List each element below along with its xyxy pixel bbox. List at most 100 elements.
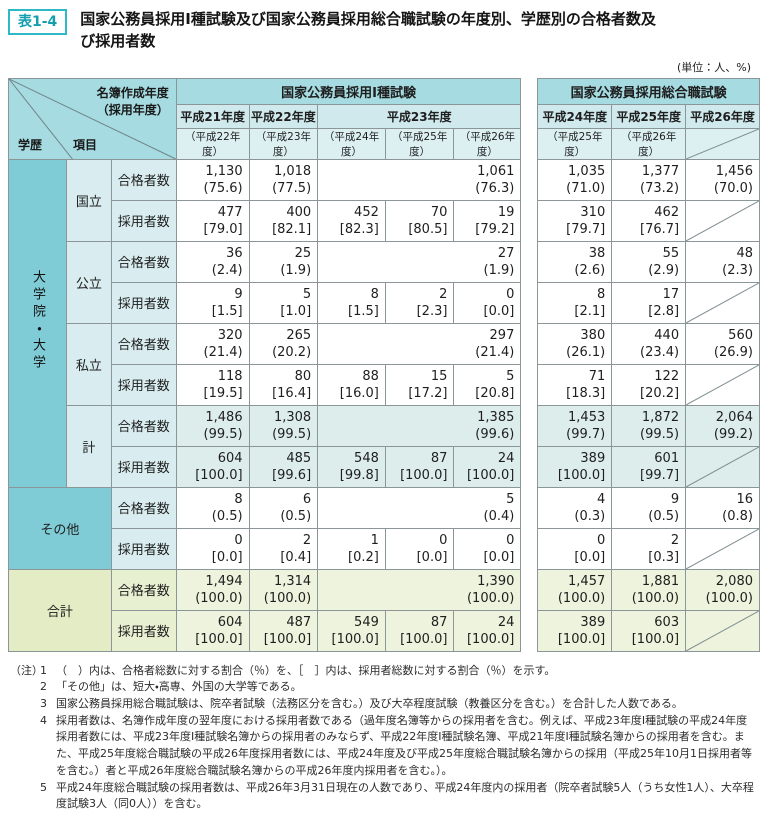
cell-percent: [100.0] — [263, 631, 312, 647]
table-row: 1,453 (99.7) 1,872 (99.5) 2,064 (99.2) — [537, 404, 760, 447]
cell-percent: [0.2] — [348, 549, 379, 565]
diagonal-slash — [686, 447, 759, 487]
cell-percent: [0.3] — [648, 549, 680, 565]
value-cell — [685, 199, 760, 242]
value-cell — [685, 609, 760, 652]
cell-percent: (21.4) — [475, 344, 515, 360]
cell-percent: [1.5] — [348, 303, 379, 319]
value-cell: 2,064 (99.2) — [685, 404, 760, 447]
cell-percent: (2.4) — [211, 262, 243, 278]
cell-percent: [16.0] — [339, 385, 379, 401]
cell-value: 440 — [654, 327, 680, 343]
cell-value: 80 — [294, 368, 312, 384]
cell-value: 1,486 — [205, 409, 243, 425]
value-cell: 2 [0.3] — [611, 527, 687, 570]
cell-percent: (23.4) — [640, 344, 680, 360]
cell-percent: [0.0] — [211, 549, 243, 565]
cell-value: 1,390 — [477, 573, 515, 589]
footnote: 2 「その他」は、短大・高専、外国の大学等である。 — [10, 679, 756, 696]
cell-percent: [76.7] — [640, 221, 680, 237]
footnote-number: 4 — [40, 713, 47, 727]
cell-percent: [0.4] — [280, 549, 312, 565]
cell-percent: (76.3) — [475, 180, 515, 196]
value-cell: 389 [100.0] — [537, 609, 613, 652]
table-row: 計合格者数 1,486 (99.5) 1,308 (99.5) 1,385 (99.6) — [9, 404, 522, 488]
value-cell: 19 [79.2] — [453, 199, 522, 242]
cell-value: 1,314 — [273, 573, 312, 589]
value-cell — [685, 363, 760, 406]
item-label: 合格者数 — [110, 240, 177, 283]
table-number-badge: 表1-4 — [8, 9, 68, 35]
cell-value: 1,377 — [641, 163, 680, 179]
item-label: 採用者数 — [110, 199, 177, 242]
footnote-mark — [10, 696, 40, 713]
tables-container: 名簿作成年度 （採用年度） 学歴 項目 国家公務員採用Ⅰ種試験 平成21年度 平成22年度平… — [0, 77, 760, 652]
cell-value: 1,456 — [715, 163, 753, 179]
item-label: 採用者数 — [110, 363, 177, 406]
cell-value: 310 — [580, 204, 606, 220]
value-cell: 8 (0.5) — [175, 486, 250, 529]
value-cell: 0 [0.0] — [175, 527, 250, 570]
value-cell: 389 [100.0] — [537, 445, 613, 488]
cell-percent: (73.2) — [640, 180, 680, 196]
table-row: 私立 合格者数 320 (21.4) 265 (20.2) 297 (21.4) — [9, 322, 522, 406]
cell-percent: (1.9) — [280, 262, 312, 278]
value-cell: 27 (1.9) — [317, 240, 522, 283]
cell-value: 2,080 — [715, 573, 753, 589]
cell-percent: [100.0] — [631, 631, 680, 647]
cell-value: 477 — [217, 204, 243, 220]
subyear-header: （平成22年度） — [175, 127, 250, 160]
value-cell: 48 (2.3) — [685, 240, 760, 283]
value-cell: 24 [100.0] — [453, 609, 522, 652]
cell-value: 2 — [302, 532, 312, 548]
value-cell: 24 [100.0] — [453, 445, 522, 488]
cell-value: 122 — [654, 368, 680, 384]
cell-percent: (100.0) — [557, 590, 606, 606]
cell-value: 560 — [728, 327, 753, 343]
table-row: 採用者数 604 [100.0] 487 [100.0] 549 [100.0] 87 [100… — [9, 609, 522, 652]
cell-value: 462 — [654, 204, 680, 220]
cell-percent: [2.1] — [574, 303, 606, 319]
cell-percent: (0.3) — [574, 508, 606, 524]
value-cell: 297 (21.4) — [317, 322, 522, 365]
cell-percent: [99.8] — [339, 467, 379, 483]
exam-group-title: 国家公務員採用総合職試験 — [537, 77, 760, 105]
table-body: 1,035 (71.0) 1,377 (73.2) 1,456 (70.0) 310 [79.… — [537, 158, 760, 652]
footnote-number: 3 — [40, 696, 47, 710]
corner-label-koumoku: 項目 — [73, 137, 98, 152]
cell-percent: (20.2) — [272, 344, 312, 360]
cell-percent: (2.9) — [648, 262, 680, 278]
table-row: 310 [79.7] 462 [76.7] — [537, 199, 760, 242]
footnote-mark — [10, 780, 40, 813]
table-row: 合計 合格者数 1,494 (100.0) 1,314 (100.0) 1,390 (100.… — [8, 568, 522, 652]
cell-percent: (0.4) — [483, 508, 515, 524]
value-cell: 1,390 (100.0) — [317, 568, 522, 611]
cell-value: 1,457 — [568, 573, 606, 589]
value-cell: 16 (0.8) — [685, 486, 760, 529]
value-cell: 485 [99.6] — [248, 445, 319, 488]
diagonal-slash — [686, 201, 759, 241]
cell-value: 265 — [286, 327, 312, 343]
cell-value: 1,018 — [273, 163, 312, 179]
corner-label-saiyo: （採用年度） — [96, 102, 169, 117]
cell-value: 9 — [234, 286, 243, 302]
table-row: 採用者数 0 [0.0] 2 [0.4] 1 [0.2] 0 [0.0] 0 [0.0] — [9, 527, 522, 570]
cell-percent: [20.8] — [475, 385, 515, 401]
cell-value: 1,130 — [205, 163, 243, 179]
header-row-group: 国家公務員採用総合職試験 — [537, 77, 760, 105]
cell-value: 27 — [497, 245, 515, 261]
value-cell: 0 [0.0] — [453, 281, 522, 324]
cell-percent: [0.0] — [574, 549, 606, 565]
cell-percent: [17.2] — [408, 385, 448, 401]
cell-percent: (70.0) — [713, 180, 753, 196]
cell-value: 5 — [302, 286, 312, 302]
cell-value: 380 — [580, 327, 606, 343]
cell-value: 16 — [736, 491, 753, 507]
table-head: 名簿作成年度 （採用年度） 学歴 項目 国家公務員採用Ⅰ種試験 平成21年度 平成22年度平… — [8, 77, 522, 160]
cell-percent: (99.6) — [475, 426, 515, 442]
corner-diagonal-lines — [9, 79, 176, 159]
cell-percent: (0.5) — [280, 508, 312, 524]
cell-value: 485 — [286, 450, 312, 466]
cell-percent: (99.5) — [272, 426, 312, 442]
cell-value: 2,064 — [715, 409, 753, 425]
